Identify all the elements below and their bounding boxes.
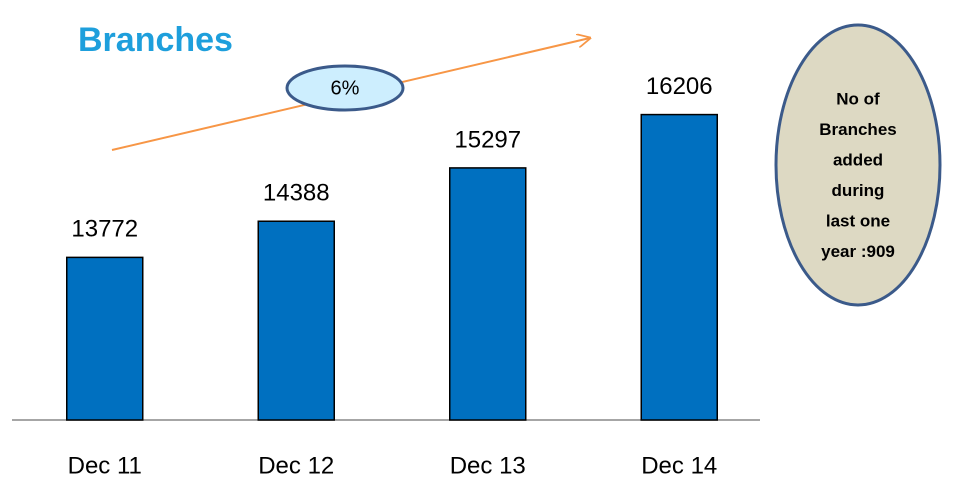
value-label: 16206 <box>646 73 713 100</box>
note-line: No of <box>836 89 880 108</box>
x-tick-label: Dec 14 <box>641 452 717 479</box>
value-label: 14388 <box>263 180 330 207</box>
value-label: 15297 <box>454 126 521 153</box>
growth-bubble <box>285 64 405 112</box>
bar <box>640 113 718 421</box>
growth-label: 6% <box>331 77 360 99</box>
x-tick-label: Dec 13 <box>450 452 526 479</box>
note-line: added <box>833 150 883 169</box>
bar <box>449 167 527 421</box>
x-tick-label: Dec 11 <box>68 452 142 479</box>
note-oval <box>774 23 942 307</box>
note-line: year :909 <box>821 242 895 261</box>
bar <box>257 220 335 421</box>
bar <box>66 256 144 421</box>
x-tick-label: Dec 12 <box>258 452 334 479</box>
note-line: Branches <box>819 120 896 139</box>
note-line: during <box>832 181 885 200</box>
value-label: 13772 <box>71 216 138 243</box>
note-line: last one <box>826 211 890 230</box>
chart-title: Branches <box>78 21 233 59</box>
